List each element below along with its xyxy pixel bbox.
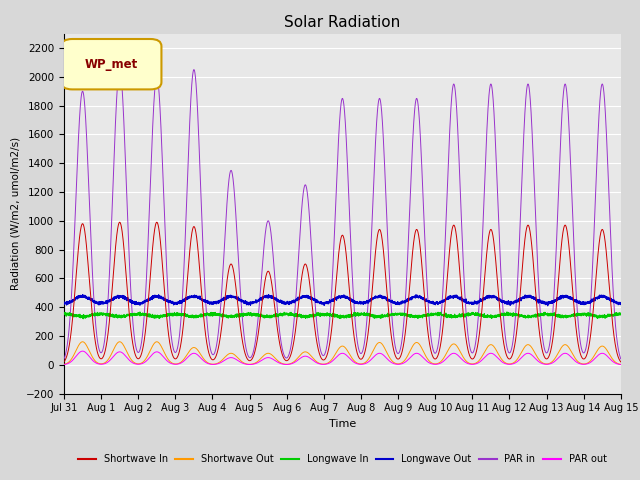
Text: WP_met: WP_met [84, 58, 138, 71]
Y-axis label: Radiation (W/m2, umol/m2/s): Radiation (W/m2, umol/m2/s) [10, 137, 20, 290]
Legend: Shortwave In, Shortwave Out, Longwave In, Longwave Out, PAR in, PAR out: Shortwave In, Shortwave Out, Longwave In… [74, 450, 611, 468]
FancyBboxPatch shape [61, 39, 161, 89]
Title: Solar Radiation: Solar Radiation [284, 15, 401, 30]
X-axis label: Time: Time [329, 419, 356, 429]
